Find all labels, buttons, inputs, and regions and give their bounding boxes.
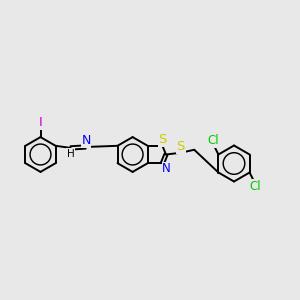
Text: H: H [67, 148, 74, 159]
Text: S: S [176, 140, 185, 153]
Text: N: N [162, 162, 171, 175]
Text: S: S [158, 133, 166, 146]
Text: Cl: Cl [207, 134, 218, 147]
Text: N: N [82, 134, 91, 148]
Text: I: I [39, 116, 42, 130]
Text: Cl: Cl [250, 180, 261, 193]
